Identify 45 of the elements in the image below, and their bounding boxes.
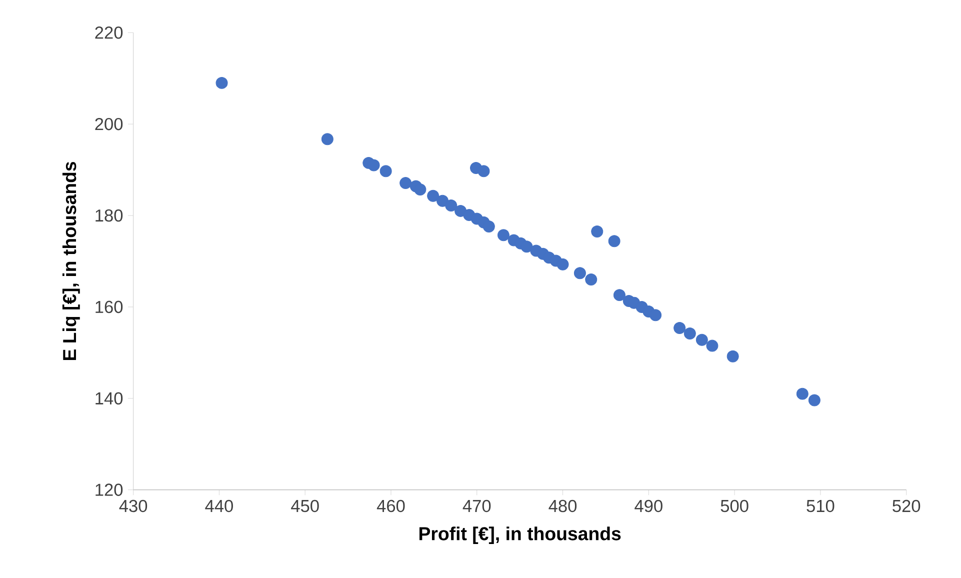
- x-tick-label: 510: [806, 500, 834, 512]
- point: [613, 289, 626, 302]
- point: [796, 388, 808, 400]
- point: [400, 177, 412, 190]
- point: [368, 159, 380, 172]
- point: [556, 258, 569, 271]
- y-tick-label: 200: [95, 118, 123, 130]
- point: [650, 309, 662, 322]
- x-tick-label: 430: [119, 500, 148, 512]
- x-tick-label: 450: [291, 500, 319, 512]
- point: [380, 165, 392, 178]
- point: [591, 226, 604, 238]
- point: [436, 194, 449, 207]
- x-tick-label: 460: [376, 500, 405, 512]
- point: [414, 184, 426, 196]
- y-tick-label: 180: [96, 209, 123, 222]
- x-tick-label: 500: [720, 500, 748, 512]
- point: [445, 200, 458, 212]
- point: [585, 274, 598, 286]
- point: [696, 334, 708, 346]
- x-tick-label: 480: [548, 500, 577, 512]
- x-tick-label: 470: [462, 500, 491, 512]
- y-tick-label: 140: [96, 392, 123, 405]
- y-tick-label: 220: [95, 26, 123, 39]
- point: [520, 240, 533, 253]
- x-tick-label: 490: [634, 500, 662, 512]
- point: [216, 77, 228, 90]
- point: [478, 165, 490, 178]
- point: [684, 328, 696, 340]
- y-axis-title: E Liq [€], in thousands: [62, 162, 80, 360]
- point: [482, 220, 495, 233]
- y-tick-label: 160: [96, 300, 123, 314]
- point: [706, 340, 718, 352]
- y-tick-label: 120: [96, 484, 123, 496]
- point: [498, 229, 510, 242]
- point: [726, 350, 739, 362]
- point: [574, 267, 586, 280]
- point: [608, 235, 620, 248]
- point: [808, 394, 820, 406]
- x-axis-title: Profit [€], in thousands: [419, 526, 621, 544]
- x-tick-label: 520: [892, 500, 920, 512]
- x-tick-label: 440: [205, 500, 233, 512]
- point: [427, 190, 440, 202]
- point: [321, 133, 334, 146]
- point: [674, 322, 686, 334]
